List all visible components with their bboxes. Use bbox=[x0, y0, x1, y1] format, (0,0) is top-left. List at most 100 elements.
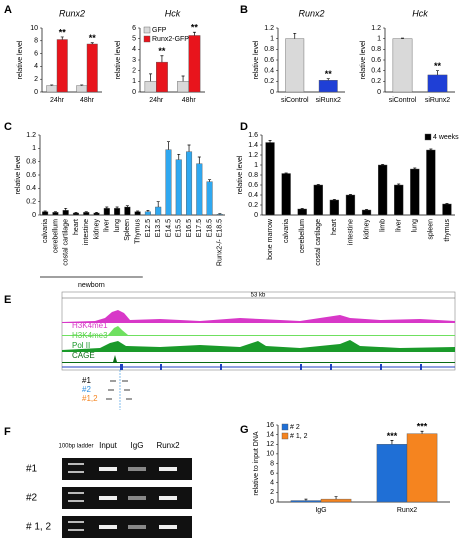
bar bbox=[156, 61, 168, 93]
x-tick-label: bone marrow bbox=[267, 218, 274, 260]
cage-track bbox=[62, 355, 455, 363]
bar bbox=[376, 444, 408, 503]
y-tick-label: 14 bbox=[266, 431, 274, 438]
y-tick-label: 0.4 bbox=[371, 68, 381, 75]
error-bar bbox=[316, 184, 320, 185]
bar bbox=[216, 214, 223, 216]
primer-label: #2 bbox=[82, 385, 91, 394]
y-tick-label: 5 bbox=[132, 36, 136, 43]
x-tick-label: 48hr bbox=[182, 97, 197, 104]
bar bbox=[285, 38, 305, 93]
band bbox=[128, 496, 146, 500]
y-tick-label: 0 bbox=[254, 212, 258, 219]
significance: ** bbox=[325, 69, 333, 79]
y-tick-label: 1.2 bbox=[26, 132, 36, 139]
lane-label: IgG bbox=[131, 441, 144, 450]
x-tick-label: costal cartilage bbox=[63, 219, 70, 266]
y-tick-label: 0.2 bbox=[26, 199, 36, 206]
x-tick-label: siRunx2 bbox=[316, 97, 341, 104]
band bbox=[128, 467, 146, 471]
y-tick-label: 0 bbox=[34, 89, 38, 96]
primer-label: #1,2 bbox=[82, 394, 98, 403]
x-tick-label: siControl bbox=[281, 97, 309, 104]
error-bar bbox=[436, 70, 439, 75]
y-tick-label: 0.6 bbox=[371, 57, 381, 64]
bar bbox=[318, 80, 338, 93]
error-bar bbox=[181, 75, 185, 82]
error-bar bbox=[268, 140, 272, 143]
y-tick-label: 0.2 bbox=[264, 78, 274, 85]
bar bbox=[86, 43, 98, 93]
bar bbox=[188, 35, 201, 93]
x-tick-label: E14.5 bbox=[165, 219, 172, 237]
x-tick-label: cerebellum bbox=[299, 219, 306, 253]
y-tick-label: 1.6 bbox=[248, 132, 258, 139]
bar bbox=[124, 206, 131, 216]
y-tick-label: 0.4 bbox=[26, 185, 36, 192]
y-tick-label: 2 bbox=[34, 76, 38, 83]
y-axis-label: relative level bbox=[15, 155, 22, 194]
y-tick-label: 0 bbox=[270, 499, 274, 506]
group-label: newborn bbox=[78, 282, 105, 289]
band bbox=[99, 525, 117, 529]
y-tick-label: 8 bbox=[34, 38, 38, 45]
ladder-band bbox=[68, 463, 84, 465]
y-tick-label: 0.8 bbox=[264, 46, 274, 53]
bar bbox=[406, 433, 438, 503]
x-tick-label: cerebellum bbox=[52, 219, 59, 253]
y-axis-label: relative level bbox=[237, 155, 244, 194]
primer-arrows bbox=[106, 380, 132, 400]
error-bar bbox=[445, 203, 449, 204]
error-bar bbox=[90, 42, 94, 44]
error-bar bbox=[192, 31, 196, 36]
x-tick-label: limb bbox=[379, 219, 386, 232]
browser-frame bbox=[61, 291, 456, 371]
x-tick-label: lung bbox=[412, 219, 419, 232]
y-axis-label: relative level bbox=[360, 40, 367, 79]
bar bbox=[313, 184, 323, 216]
gel-image bbox=[62, 458, 192, 480]
error-bar bbox=[136, 210, 140, 212]
error-bar bbox=[80, 84, 84, 86]
legend-swatch bbox=[281, 432, 289, 440]
y-tick-label: 10 bbox=[266, 451, 274, 458]
x-tick-label: Spleen bbox=[124, 219, 131, 241]
bar bbox=[196, 163, 203, 216]
panel-label: E bbox=[4, 294, 11, 306]
error-bar bbox=[413, 167, 417, 169]
x-tick-label: heart bbox=[331, 219, 338, 235]
error-bar bbox=[84, 211, 88, 213]
error-bar bbox=[300, 208, 304, 209]
x-tick-label: E15.5 bbox=[176, 219, 183, 237]
bar bbox=[427, 74, 448, 93]
y-tick-label: 1 bbox=[32, 145, 36, 152]
x-tick-label: 24hr bbox=[149, 97, 164, 104]
y-tick-label: 2 bbox=[270, 489, 274, 496]
y-tick-label: 1.2 bbox=[264, 25, 274, 32]
error-bar bbox=[125, 205, 129, 207]
y-axis-label: relative level bbox=[253, 40, 260, 79]
y-tick-label: 6 bbox=[132, 25, 136, 32]
y-tick-label: 0.8 bbox=[26, 159, 36, 166]
bar bbox=[297, 208, 307, 216]
bar bbox=[281, 173, 291, 216]
significance: *** bbox=[417, 422, 428, 432]
chart-title: Hck bbox=[165, 8, 181, 18]
error-bar bbox=[166, 141, 170, 150]
x-tick-label: kidney bbox=[93, 219, 100, 240]
x-tick-label: heart bbox=[73, 219, 80, 235]
y-tick-label: 0 bbox=[32, 212, 36, 219]
error-bar bbox=[43, 210, 47, 212]
panel-label: F bbox=[4, 426, 11, 438]
bar bbox=[394, 184, 404, 216]
panel-label: G bbox=[240, 424, 249, 436]
error-bar bbox=[149, 73, 153, 82]
y-tick-label: 1 bbox=[270, 36, 274, 43]
error-bar bbox=[401, 37, 404, 39]
legend-label: # 2 bbox=[290, 424, 300, 431]
error-bar bbox=[397, 183, 401, 185]
x-tick-label: thymus bbox=[444, 219, 451, 242]
band bbox=[99, 467, 117, 471]
bar bbox=[56, 39, 68, 93]
significance: ** bbox=[89, 33, 97, 43]
